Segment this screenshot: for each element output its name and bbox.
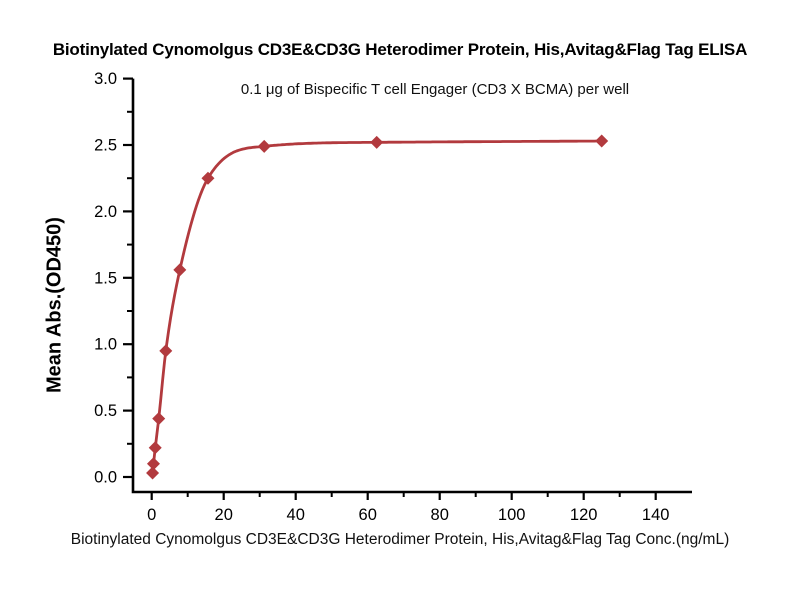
x-tick-label: 100	[498, 506, 526, 524]
axis-frame	[131, 78, 692, 494]
data-point-marker	[370, 135, 384, 149]
data-point-marker	[148, 441, 162, 455]
x-tick-label: 140	[642, 506, 670, 524]
data-point-marker	[173, 263, 187, 277]
chart-subtitle: 0.1 μg of Bispecific T cell Engager (CD3…	[240, 81, 630, 98]
data-point-marker	[146, 466, 160, 480]
y-tick-label: 2.0	[94, 203, 117, 221]
data-point-marker	[595, 134, 609, 148]
dose-response-curve	[151, 139, 602, 474]
data-point-marker	[201, 171, 215, 185]
data-point-marker	[146, 457, 160, 471]
data-point-marker	[257, 139, 271, 153]
chart-title: Biotinylated Cynomolgus CD3E&CD3G Hetero…	[52, 40, 748, 59]
y-axis-label: Mean Abs.(OD450)	[43, 217, 66, 393]
y-tick-label: 3.0	[94, 70, 117, 88]
y-tick-label: 1.0	[94, 336, 117, 354]
x-tick-label: 20	[215, 506, 233, 524]
y-tick-label: 2.5	[94, 137, 117, 155]
y-tick-label: 0.5	[94, 402, 117, 420]
data-point-marker	[159, 344, 173, 358]
x-axis-label: Biotinylated Cynomolgus CD3E&CD3G Hetero…	[70, 531, 730, 548]
data-point-marker	[152, 412, 166, 426]
x-tick-label: 60	[359, 506, 377, 524]
y-tick-label: 1.5	[94, 269, 117, 287]
x-tick-label: 120	[570, 506, 598, 524]
x-tick-label: 40	[287, 506, 305, 524]
x-tick-label: 0	[147, 506, 156, 524]
x-tick-label: 80	[431, 506, 449, 524]
y-tick-label: 0.0	[94, 469, 117, 487]
